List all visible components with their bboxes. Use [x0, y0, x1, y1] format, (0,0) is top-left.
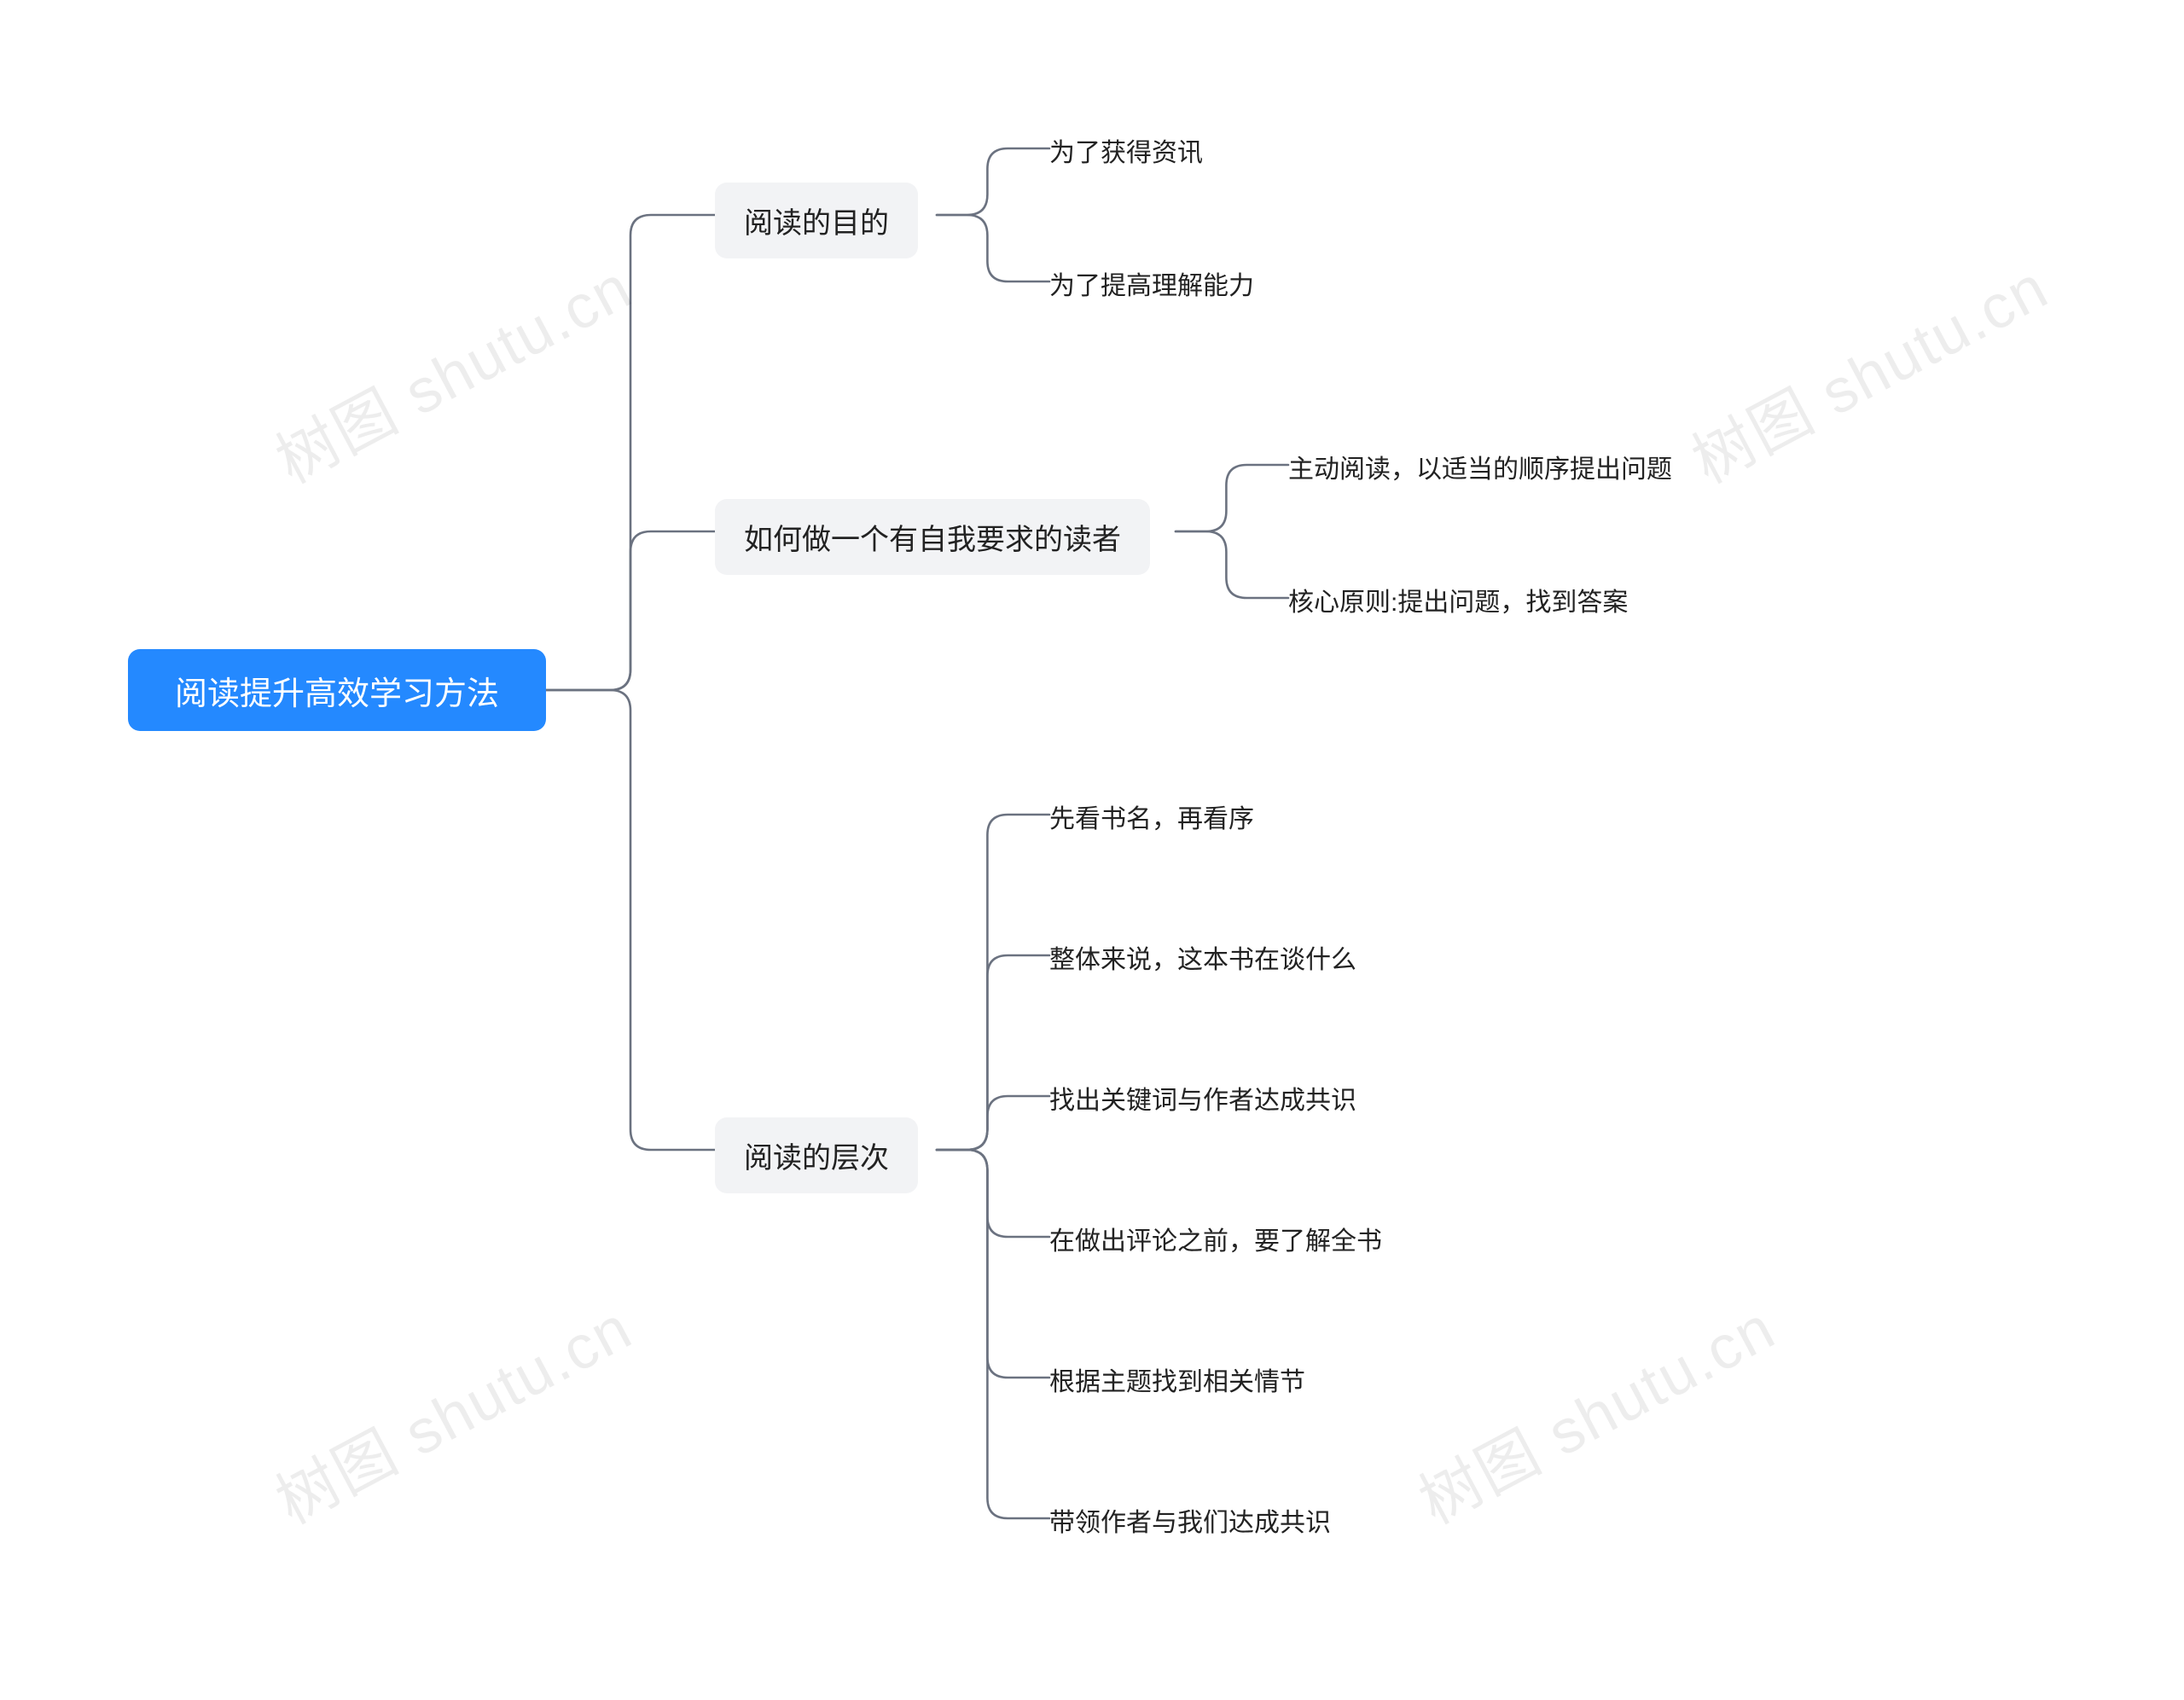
leaf-node[interactable]: 为了提高理解能力: [1049, 264, 1254, 302]
watermark: 树图 shutu.cn: [258, 238, 645, 501]
connectors-layer: [0, 0, 2184, 1700]
leaf-node[interactable]: 核心原则:提出问题，找到答案: [1288, 581, 1628, 618]
watermark: 树图 shutu.cn: [1401, 1279, 1788, 1541]
root-node[interactable]: 阅读提升高效学习方法: [128, 649, 546, 731]
mindmap-canvas: 树图 shutu.cn 树图 shutu.cn 树图 shutu.cn 树图 s…: [0, 0, 2184, 1700]
leaf-node[interactable]: 在做出评论之前，要了解全书: [1049, 1220, 1382, 1257]
leaf-node[interactable]: 主动阅读，以适当的顺序提出问题: [1288, 448, 1672, 485]
watermark: 树图 shutu.cn: [1674, 238, 2061, 501]
leaf-node[interactable]: 整体来说，这本书在谈什么: [1049, 938, 1356, 976]
leaf-node[interactable]: 根据主题找到相关情节: [1049, 1361, 1305, 1398]
watermark: 树图 shutu.cn: [258, 1279, 645, 1541]
leaf-node[interactable]: 找出关键词与作者达成共识: [1049, 1079, 1356, 1117]
leaf-node[interactable]: 先看书名，再看序: [1049, 798, 1254, 835]
branch-node[interactable]: 阅读的层次: [715, 1117, 918, 1193]
leaf-node[interactable]: 为了获得资讯: [1049, 131, 1203, 169]
branch-node[interactable]: 阅读的目的: [715, 183, 918, 258]
leaf-node[interactable]: 带领作者与我们达成共识: [1049, 1501, 1331, 1539]
branch-node[interactable]: 如何做一个有自我要求的读者: [715, 499, 1150, 575]
